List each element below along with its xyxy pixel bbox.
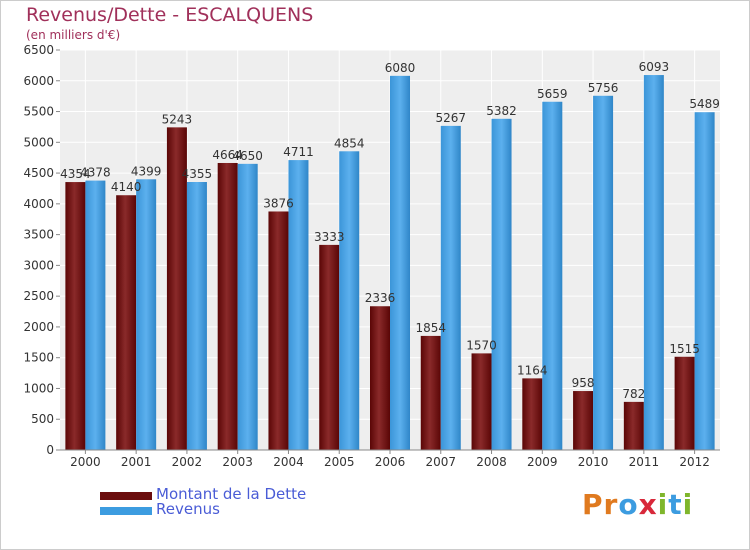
x-tick-label: 2007 [425, 455, 456, 469]
bar-revenus [491, 118, 512, 451]
data-label-dette: 1164 [517, 363, 548, 377]
bar-chart: 0 500 1000 1500 2000 2500 3000 3500 4000 4500 5000… [23, 43, 720, 469]
data-label-dette: 4140 [111, 180, 142, 194]
logo-letter: i [682, 488, 694, 521]
x-tick-label: 2009 [527, 455, 558, 469]
bar-dette [166, 127, 187, 450]
bar-revenus [390, 75, 410, 450]
data-label-revenus: 5382 [486, 104, 517, 118]
data-label-dette: 1854 [415, 321, 446, 335]
bar-dette [623, 401, 644, 450]
data-label-dette: 4664 [212, 148, 243, 162]
y-tick-label: 3000 [23, 258, 54, 272]
y-tick-label: 2500 [23, 289, 54, 303]
chart-subtitle: (en milliers d'€) [26, 28, 121, 42]
logo-letter: i [657, 488, 669, 521]
legend-swatch-revenus [100, 507, 152, 515]
data-label-dette: 3876 [263, 196, 294, 210]
x-tick-label: 2004 [273, 455, 304, 469]
logo-letter: x [638, 488, 658, 521]
legend-label-revenus: Revenus [156, 500, 220, 518]
bar-dette [65, 182, 86, 451]
x-tick-label: 2012 [679, 455, 710, 469]
bar-dette [674, 356, 695, 450]
data-label-dette: 958 [572, 376, 595, 390]
logo-letter: P [582, 488, 604, 521]
bar-dette [573, 391, 594, 450]
y-tick-label: 4500 [23, 166, 54, 180]
data-label-revenus: 4854 [334, 136, 365, 150]
data-label-revenus: 4650 [232, 149, 263, 163]
data-label-dette: 4354 [60, 167, 91, 181]
bar-dette [217, 162, 238, 450]
bar-revenus [136, 179, 157, 451]
proxiti-logo: Proxiti [582, 488, 693, 521]
bar-dette [420, 335, 441, 450]
data-label-revenus: 5659 [537, 87, 568, 101]
data-label-revenus: 4711 [283, 145, 314, 159]
data-label-dette: 2336 [365, 291, 396, 305]
bar-dette [268, 211, 289, 450]
bar-dette [471, 353, 492, 450]
bar-revenus [237, 163, 258, 450]
logo-letter: o [618, 488, 639, 521]
chart-title: Revenus/Dette - ESCALQUENS [26, 4, 314, 26]
data-label-revenus: 4378 [80, 166, 111, 180]
data-label-revenus: 5267 [435, 111, 466, 125]
y-tick-label: 3500 [23, 228, 54, 242]
bar-dette [116, 195, 137, 450]
y-tick-label: 6000 [23, 74, 54, 88]
x-tick-label: 2008 [476, 455, 507, 469]
y-tick-label: 2000 [23, 320, 54, 334]
x-tick-label: 2003 [222, 455, 253, 469]
y-tick-label: 6500 [23, 43, 54, 57]
bar-revenus [542, 101, 563, 450]
y-tick-label: 4000 [23, 197, 54, 211]
y-tick-label: 1500 [23, 351, 54, 365]
logo-letter: r [603, 488, 619, 521]
data-label-revenus: 5756 [588, 81, 619, 95]
y-tick-label: 5500 [23, 105, 54, 119]
bar-dette [370, 306, 390, 450]
bar-revenus [643, 75, 664, 451]
x-tick-label: 2011 [629, 455, 660, 469]
x-tick-label: 2006 [375, 455, 406, 469]
y-tick-label: 1000 [23, 381, 54, 395]
bar-dette [319, 244, 340, 450]
logo-letter: t [668, 488, 683, 521]
data-label-dette: 1570 [466, 338, 497, 352]
data-label-revenus: 6093 [639, 60, 670, 74]
data-label-dette: 3333 [314, 230, 345, 244]
bar-revenus [288, 160, 309, 451]
data-label-revenus: 4399 [131, 164, 162, 178]
legend-swatch-dette [100, 492, 152, 500]
data-label-revenus: 4355 [182, 167, 213, 181]
y-tick-label: 0 [46, 443, 54, 457]
legend-label-dette: Montant de la Dette [156, 485, 307, 503]
x-tick-label: 2001 [121, 455, 152, 469]
data-label-dette: 1515 [669, 342, 700, 356]
y-tick-label: 5000 [23, 135, 54, 149]
bar-revenus [339, 151, 360, 451]
data-label-revenus: 6080 [385, 61, 416, 75]
data-label-revenus: 5489 [689, 97, 720, 111]
bar-revenus [694, 112, 715, 450]
x-tick-label: 2005 [324, 455, 355, 469]
data-label-dette: 5243 [162, 112, 193, 126]
bar-revenus [593, 95, 614, 451]
x-tick-label: 2010 [578, 455, 609, 469]
bar-dette [522, 378, 543, 450]
bar-revenus [440, 125, 461, 450]
x-tick-label: 2000 [70, 455, 101, 469]
x-tick-label: 2002 [172, 455, 203, 469]
bar-revenus [186, 182, 207, 450]
data-label-dette: 782 [622, 387, 645, 401]
bar-revenus [85, 180, 106, 451]
y-tick-label: 500 [31, 412, 54, 426]
